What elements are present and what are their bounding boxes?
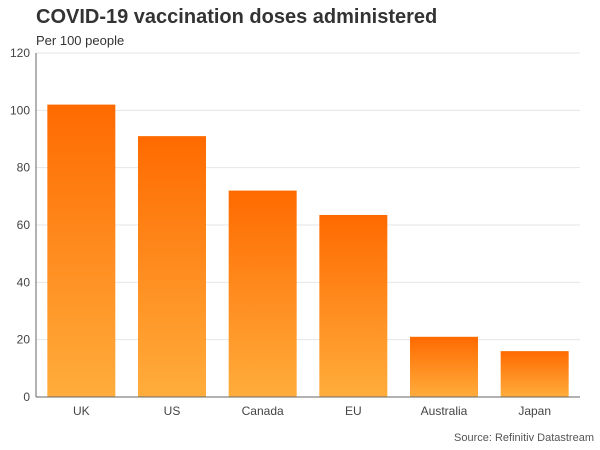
gridlines — [36, 52, 580, 341]
x-tick-label: US — [164, 404, 181, 418]
x-tick-label: Australia — [421, 404, 468, 418]
bar-eu — [319, 214, 388, 397]
bar-us — [138, 136, 206, 397]
x-tick-label: Japan — [518, 404, 551, 418]
bar-uk — [47, 104, 116, 397]
x-axis-labels: UK US Canada EU Australia Japan — [73, 404, 551, 418]
y-tick-label: 100 — [10, 103, 30, 117]
y-tick-label: 80 — [17, 161, 31, 175]
bar-australia — [410, 336, 478, 397]
y-tick-label: 0 — [23, 390, 30, 404]
chart-title: COVID-19 vaccination doses administered — [36, 6, 438, 28]
source-note: Source: Refinitiv Datastream — [454, 432, 594, 444]
chart-subtitle: Per 100 people — [36, 33, 125, 48]
x-tick-label: EU — [345, 404, 362, 418]
bar-canada — [228, 190, 297, 397]
bars — [47, 104, 569, 397]
x-tick-label: UK — [73, 404, 90, 418]
y-tick-label: 120 — [10, 46, 30, 60]
bar-japan — [500, 351, 569, 397]
y-tick-label: 20 — [17, 333, 31, 347]
y-axis-ticks: 0 20 40 60 80 100 120 — [10, 46, 30, 404]
y-tick-label: 60 — [17, 218, 31, 232]
x-tick-label: Canada — [242, 404, 284, 418]
y-tick-label: 40 — [17, 275, 31, 289]
axes — [35, 53, 580, 398]
